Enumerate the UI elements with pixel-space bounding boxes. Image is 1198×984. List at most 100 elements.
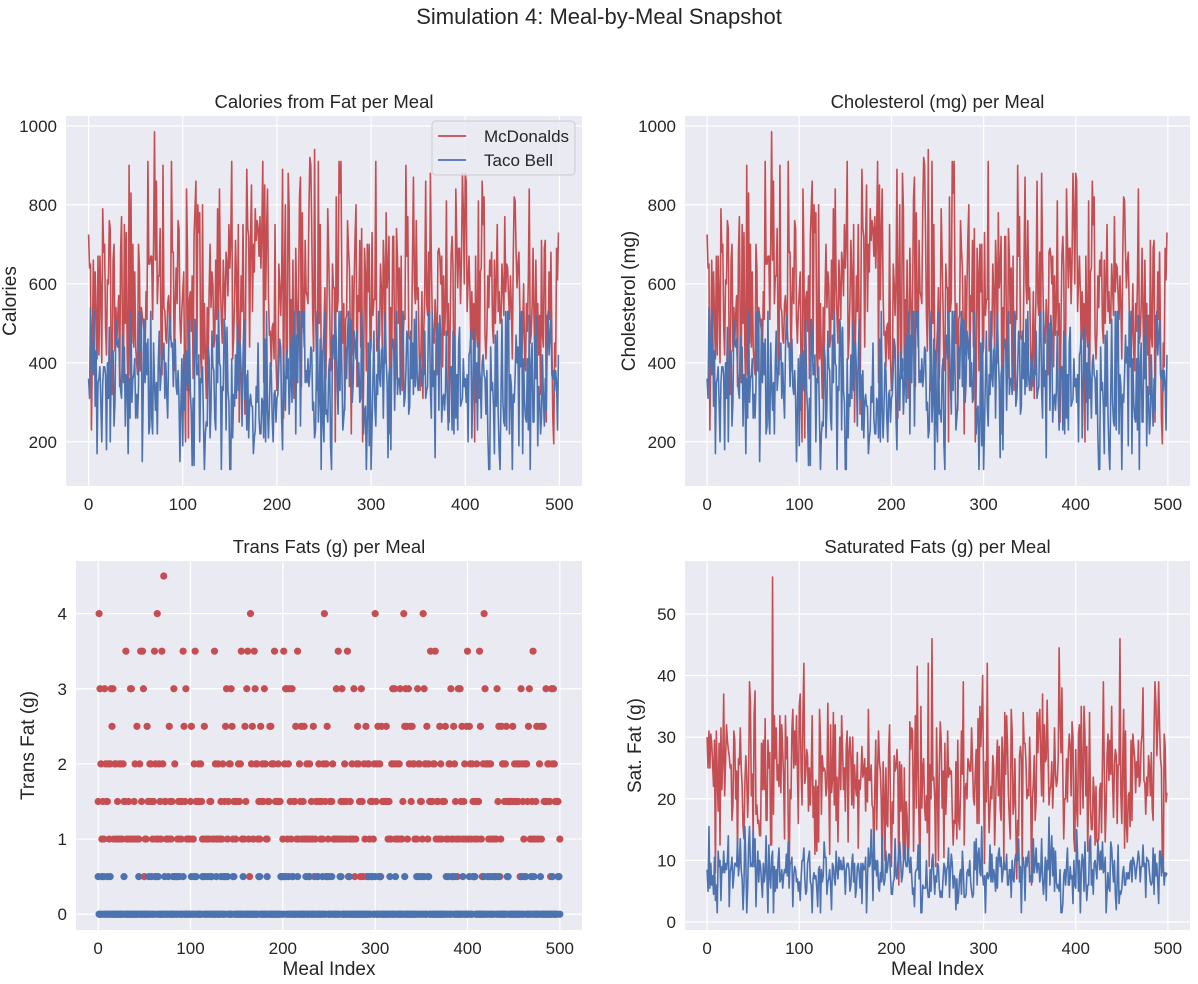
x-tick-label: 300 — [969, 939, 997, 958]
figure-suptitle: Simulation 4: Meal-by-Meal Snapshot — [416, 4, 782, 29]
data-point — [413, 835, 421, 843]
data-point — [386, 873, 394, 881]
data-point — [207, 797, 215, 806]
data-point — [164, 873, 172, 881]
data-point — [343, 647, 352, 655]
data-point — [517, 685, 525, 693]
data-point — [431, 647, 439, 655]
data-point — [306, 873, 314, 881]
x-tick-label: 0 — [702, 939, 711, 958]
y-axis-label: Sat. Fat (g) — [625, 698, 646, 793]
data-point — [276, 797, 284, 806]
data-point — [365, 760, 373, 768]
data-point — [451, 797, 460, 806]
data-point — [256, 835, 264, 843]
data-point — [504, 873, 512, 881]
data-point — [369, 835, 377, 843]
data-point — [539, 722, 547, 730]
x-tick-label: 500 — [546, 939, 574, 958]
subplot-title: Saturated Fats (g) per Meal — [824, 536, 1050, 557]
data-point — [133, 722, 141, 730]
data-point — [228, 722, 236, 730]
data-point — [407, 797, 415, 806]
x-tick-label: 100 — [785, 939, 813, 958]
series-line-mcdonalds — [87, 131, 560, 445]
x-tick-label: 100 — [169, 495, 197, 514]
data-point — [101, 685, 109, 693]
subplot-calories: 0 100 200 300 400 500 200 400 600 800 1000 Calories… — [0, 91, 582, 514]
data-point — [294, 873, 302, 881]
data-point — [261, 760, 269, 768]
data-point — [95, 610, 103, 618]
data-point — [461, 760, 469, 768]
y-tick-label: 600 — [29, 275, 57, 294]
x-tick-label: 100 — [176, 939, 204, 958]
x-tick-label: 300 — [969, 495, 997, 514]
data-point — [398, 835, 406, 843]
data-point — [287, 835, 295, 843]
data-point — [187, 722, 196, 730]
data-point — [300, 722, 308, 730]
data-point — [182, 685, 190, 693]
data-point — [450, 873, 459, 881]
x-tick-label: 200 — [269, 939, 297, 958]
data-point — [535, 760, 544, 768]
data-point — [158, 647, 166, 655]
data-point — [497, 835, 505, 843]
data-point — [460, 797, 468, 806]
series-group — [706, 576, 1168, 914]
plot-area — [76, 561, 582, 930]
data-point — [154, 873, 162, 881]
data-point — [288, 685, 296, 693]
data-point — [554, 797, 562, 806]
series-line-mcdonalds — [706, 576, 1168, 886]
data-point — [248, 722, 256, 730]
data-point — [529, 647, 537, 655]
data-point — [197, 797, 206, 806]
data-point — [226, 760, 234, 768]
y-axis-label: Trans Fat (g) — [18, 691, 39, 800]
data-point — [267, 722, 275, 730]
data-point — [288, 873, 296, 881]
data-point — [476, 722, 485, 730]
data-point — [324, 835, 332, 843]
y-axis-label: Calories — [0, 266, 21, 336]
data-point — [550, 760, 558, 768]
data-point — [419, 610, 427, 618]
data-point — [223, 835, 232, 843]
data-point — [441, 722, 449, 730]
data-point — [292, 722, 300, 730]
data-point — [420, 685, 428, 693]
data-point — [345, 873, 353, 881]
data-point — [418, 835, 426, 843]
data-point — [430, 760, 438, 768]
data-point — [459, 873, 467, 881]
data-point — [400, 610, 408, 618]
y-tick-label: 400 — [648, 354, 676, 373]
y-tick-label: 20 — [657, 790, 676, 809]
data-point — [440, 797, 449, 806]
data-point — [346, 797, 354, 806]
data-point — [263, 873, 271, 881]
subplot-title: Cholesterol (mg) per Meal — [831, 91, 1045, 112]
series-points-taco-bell — [94, 873, 564, 918]
data-point — [318, 835, 327, 843]
x-tick-label: 200 — [877, 939, 905, 958]
data-point — [137, 797, 146, 806]
legend-label-taco-bell: Taco Bell — [484, 151, 553, 170]
data-point — [223, 873, 232, 881]
data-point — [401, 873, 409, 881]
data-point — [219, 760, 227, 768]
x-tick-label: 200 — [263, 495, 291, 514]
data-point — [323, 722, 331, 730]
data-point — [548, 873, 557, 881]
data-point — [556, 835, 564, 843]
data-point — [465, 722, 473, 730]
data-point — [395, 760, 403, 768]
data-point — [237, 647, 245, 655]
data-point — [332, 685, 340, 693]
y-tick-label: 0 — [667, 913, 676, 932]
data-point — [424, 835, 432, 843]
data-point — [153, 610, 161, 618]
data-point — [357, 685, 365, 693]
